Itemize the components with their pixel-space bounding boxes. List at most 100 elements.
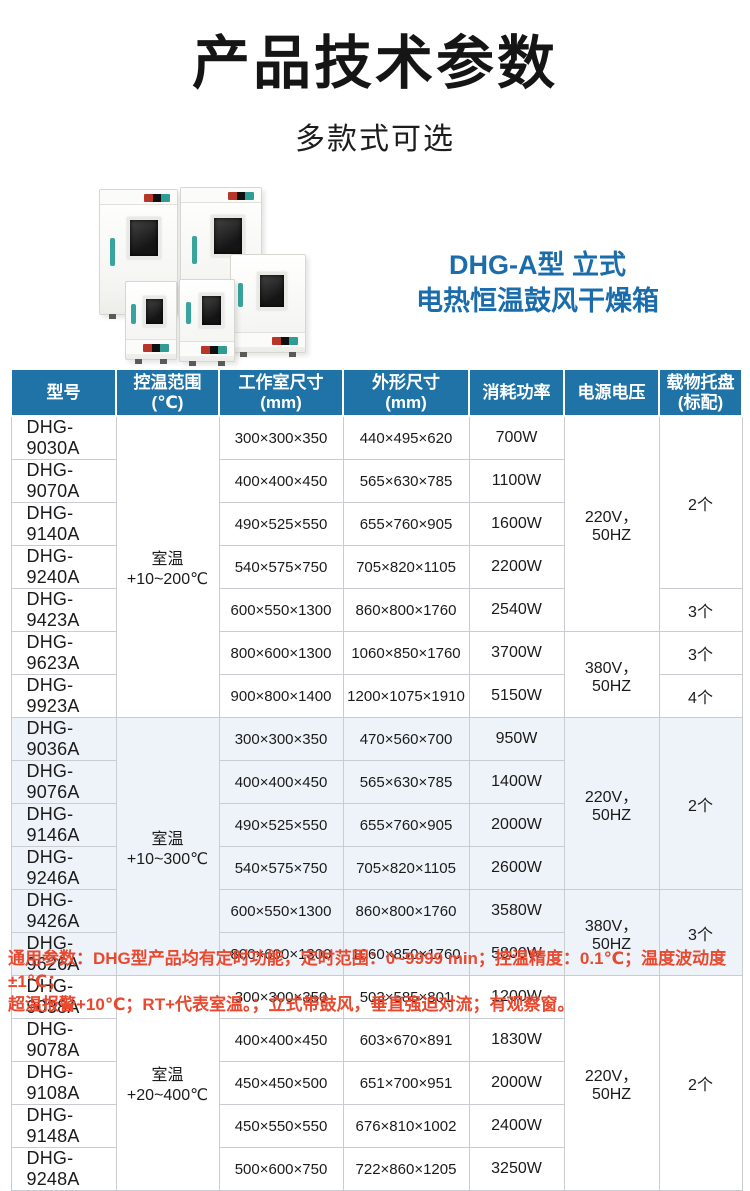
table-row: DHG-9076A 400×400×450 565×630×785 1400W [10, 760, 742, 804]
header-voltage: 电源电压 [563, 368, 660, 417]
header-trays: 载物托盘 (标配) [658, 368, 743, 417]
table-row: DHG-9246A 540×575×750 705×820×1105 2600W [10, 846, 742, 890]
header-model: 型号 [10, 368, 117, 417]
oven-foot [160, 359, 167, 364]
oven-display [228, 192, 254, 200]
cell-outer: 440×495×620 [342, 415, 470, 460]
product-title: DHG-A型 立式 电热恒温鼓风干燥箱 [335, 247, 740, 319]
oven-display [201, 346, 227, 354]
cell-model: DHG-9248A [10, 1147, 117, 1191]
cell-model: DHG-9076A [10, 760, 117, 804]
cell-temp-range: 室温+10~200℃ [115, 415, 220, 718]
cell-outer: 655×760×905 [342, 502, 470, 546]
cell-power: 950W [468, 717, 565, 761]
oven-display [143, 344, 169, 352]
table-row: DHG-9036A 室温+10~300℃ 300×300×350 470×560… [10, 717, 743, 976]
cell-power: 5150W [468, 674, 565, 718]
oven-window [143, 296, 166, 327]
cell-voltage: 220V，50HZ [563, 415, 660, 632]
oven-foot [240, 352, 247, 357]
oven-display [272, 337, 298, 345]
cell-trays: 3个 [658, 588, 743, 632]
cell-power: 3250W [468, 1147, 565, 1191]
cell-model: DHG-9148A [10, 1104, 117, 1148]
product-title-line1: DHG-A型 立式 [449, 250, 626, 280]
oven-handle [186, 302, 191, 324]
cell-power: 1400W [468, 760, 565, 804]
cell-model: DHG-9623A [10, 631, 117, 675]
spec-table: 型号 控温范围 (℃) 工作室尺寸 (mm) 外形尺寸 (mm) 消耗功率 电源电压 … [10, 368, 743, 1191]
oven-foot [218, 361, 225, 366]
cell-power: 2400W [468, 1104, 565, 1148]
table-row: DHG-9626A 800×600×1300 1060×850×1760 580… [10, 932, 742, 976]
oven-control-panel [231, 332, 305, 347]
oven-foot [135, 359, 142, 364]
cell-outer: 676×810×1002 [342, 1104, 470, 1148]
cell-outer: 603×670×891 [342, 1018, 470, 1062]
table-row: DHG-9140A 490×525×550 655×760×905 1600W [10, 502, 742, 546]
header-power: 消耗功率 [468, 368, 565, 417]
cell-voltage: 380V，50HZ [563, 889, 660, 976]
oven-foot [289, 352, 296, 357]
oven-handle [110, 238, 115, 266]
cell-power: 1830W [468, 1018, 565, 1062]
oven-illustration-tall-left [99, 189, 178, 319]
page-subtitle: 多款式可选 [295, 123, 455, 156]
cell-power: 2600W [468, 846, 565, 890]
cell-chamber: 300×300×350 [218, 717, 344, 761]
cell-power: 3700W [468, 631, 565, 675]
cell-power: 1100W [468, 459, 565, 503]
cell-trays: 3个 [658, 889, 743, 976]
cell-chamber: 400×400×450 [218, 459, 344, 503]
oven-control-panel [126, 339, 176, 354]
cell-chamber: 450×550×550 [218, 1104, 344, 1148]
oven-display [144, 194, 170, 202]
cell-chamber: 800×600×1300 [218, 932, 344, 976]
cell-model: DHG-9626A [10, 932, 117, 976]
cell-chamber: 300×300×350 [218, 415, 344, 460]
cell-chamber: 540×575×750 [218, 846, 344, 890]
oven-illustration-small-left [125, 281, 177, 364]
spec-table-header: 型号 控温范围 (℃) 工作室尺寸 (mm) 外形尺寸 (mm) 消耗功率 电源电压 … [10, 368, 743, 417]
product-title-line2: 电热恒温鼓风干燥箱 [416, 286, 659, 316]
cell-chamber: 500×600×750 [218, 1147, 344, 1191]
cell-model: DHG-9078A [10, 1018, 117, 1062]
table-row: DHG-9923A 900×800×1400 1200×1075×1910 51… [10, 674, 743, 718]
cell-outer: 565×630×785 [342, 760, 470, 804]
cell-chamber: 490×525×550 [218, 803, 344, 847]
cell-chamber: 400×400×450 [218, 1018, 344, 1062]
cell-trays: 4个 [658, 674, 743, 718]
table-row: DHG-9070A 400×400×450 565×630×785 1100W [10, 459, 742, 503]
cell-chamber: 900×800×1400 [218, 674, 344, 718]
cell-model: DHG-9423A [10, 588, 117, 632]
cell-outer: 705×820×1105 [342, 846, 470, 890]
cell-outer: 1200×1075×1910 [342, 674, 470, 718]
cell-chamber: 600×550×1300 [218, 588, 344, 632]
cell-power: 2000W [468, 1061, 565, 1105]
cell-trays: 2个 [658, 717, 743, 890]
cell-outer: 860×800×1760 [342, 588, 470, 632]
cell-outer: 565×630×785 [342, 459, 470, 503]
cell-power: 5800W [468, 932, 565, 976]
cell-model: DHG-9036A [10, 717, 117, 761]
oven-illustration-medium-right [230, 254, 306, 357]
oven-handle [192, 236, 197, 264]
table-row: DHG-9030A 室温+10~200℃ 300×300×350 440×495… [10, 415, 743, 718]
table-row: DHG-9423A 600×550×1300 860×800×1760 2540… [10, 588, 743, 632]
cell-model: DHG-9426A [10, 889, 117, 933]
header-outer-size: 外形尺寸 (mm) [342, 368, 470, 417]
cell-model: DHG-9108A [10, 1061, 117, 1105]
oven-control-panel [180, 341, 234, 356]
cell-chamber: 490×525×550 [218, 502, 344, 546]
cell-trays: 3个 [658, 631, 743, 675]
table-row: DHG-9146A 490×525×550 655×760×905 2000W [10, 803, 742, 847]
notes-line2: 超温报警+10℃；RT+代表室温。；立式带鼓风，垂直强迫对流；有观察窗。 [8, 995, 575, 1014]
cell-power: 2000W [468, 803, 565, 847]
cell-model: DHG-9240A [10, 545, 117, 589]
cell-power: 3580W [468, 889, 565, 933]
table-row: DHG-9623A 800×600×1300 1060×850×1760 370… [10, 631, 743, 718]
oven-foot [109, 314, 116, 319]
cell-power: 700W [468, 415, 565, 460]
cell-power: 2200W [468, 545, 565, 589]
cell-model: DHG-9146A [10, 803, 117, 847]
